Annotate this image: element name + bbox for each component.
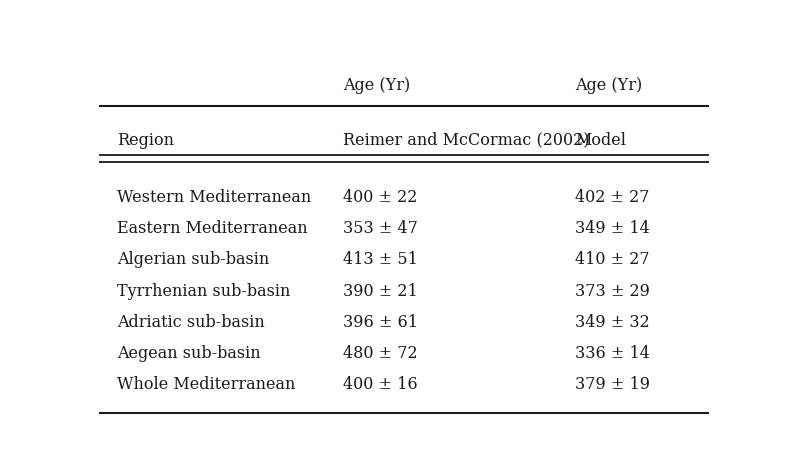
Text: Tyrrhenian sub-basin: Tyrrhenian sub-basin xyxy=(117,283,290,300)
Text: 402 ± 27: 402 ± 27 xyxy=(574,189,649,206)
Text: 400 ± 16: 400 ± 16 xyxy=(343,376,418,393)
Text: Eastern Mediterranean: Eastern Mediterranean xyxy=(117,220,307,237)
Text: 410 ± 27: 410 ± 27 xyxy=(574,252,649,269)
Text: 480 ± 72: 480 ± 72 xyxy=(343,345,418,362)
Text: 413 ± 51: 413 ± 51 xyxy=(343,252,418,269)
Text: 349 ± 14: 349 ± 14 xyxy=(574,220,649,237)
Text: Reimer and McCormac (2002): Reimer and McCormac (2002) xyxy=(343,132,589,149)
Text: 336 ± 14: 336 ± 14 xyxy=(574,345,650,362)
Text: 396 ± 61: 396 ± 61 xyxy=(343,314,418,331)
Text: 400 ± 22: 400 ± 22 xyxy=(343,189,417,206)
Text: Age (Yr): Age (Yr) xyxy=(574,77,642,94)
Text: 390 ± 21: 390 ± 21 xyxy=(343,283,418,300)
Text: 373 ± 29: 373 ± 29 xyxy=(574,283,650,300)
Text: Adriatic sub-basin: Adriatic sub-basin xyxy=(117,314,265,331)
Text: 379 ± 19: 379 ± 19 xyxy=(574,376,650,393)
Text: 349 ± 32: 349 ± 32 xyxy=(574,314,649,331)
Text: Whole Mediterranean: Whole Mediterranean xyxy=(117,376,296,393)
Text: Western Mediterranean: Western Mediterranean xyxy=(117,189,311,206)
Text: Algerian sub-basin: Algerian sub-basin xyxy=(117,252,269,269)
Text: Aegean sub-basin: Aegean sub-basin xyxy=(117,345,261,362)
Text: 353 ± 47: 353 ± 47 xyxy=(343,220,418,237)
Text: Region: Region xyxy=(117,132,174,149)
Text: Model: Model xyxy=(574,132,626,149)
Text: Age (Yr): Age (Yr) xyxy=(343,77,410,94)
